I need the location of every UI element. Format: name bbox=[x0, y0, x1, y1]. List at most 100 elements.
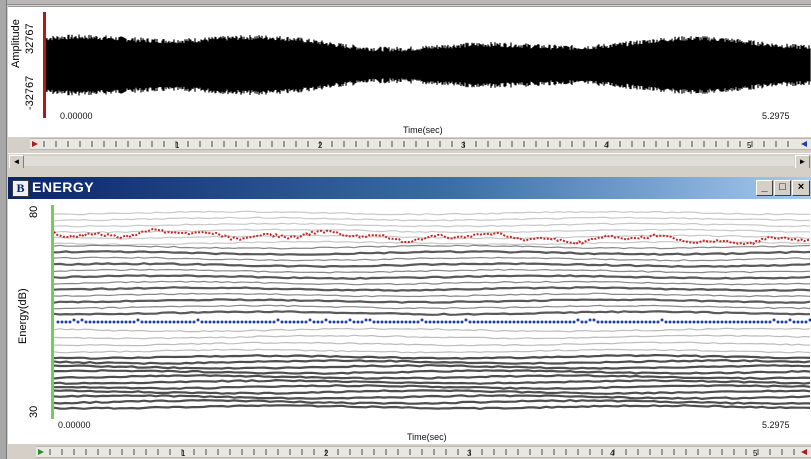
pitch-point bbox=[348, 318, 352, 322]
spectrogram-band bbox=[54, 353, 811, 360]
energy-ruler-container: 1 2 3 4 5 bbox=[8, 444, 811, 459]
pitch-point bbox=[796, 320, 800, 324]
pitch-point bbox=[96, 320, 100, 324]
pitch-point bbox=[400, 320, 404, 324]
horizontal-scrollbar[interactable]: ◄ ► bbox=[8, 153, 811, 169]
waveform-time-ruler[interactable]: 1 2 3 4 5 bbox=[30, 138, 811, 150]
pitch-point bbox=[224, 320, 228, 324]
pitch-point bbox=[372, 320, 376, 324]
pitch-point bbox=[188, 320, 192, 324]
pitch-point bbox=[776, 320, 780, 324]
pitch-point bbox=[480, 320, 484, 324]
pitch-point bbox=[636, 320, 640, 324]
spectrogram-band bbox=[54, 250, 811, 256]
pitch-point bbox=[588, 318, 592, 322]
pitch-point bbox=[408, 320, 412, 324]
pitch-point bbox=[688, 320, 692, 324]
pitch-point bbox=[792, 320, 796, 324]
pitch-point bbox=[440, 320, 444, 324]
ruler-end-marker-icon[interactable] bbox=[801, 449, 807, 455]
pitch-point bbox=[272, 320, 276, 324]
pitch-point bbox=[592, 318, 596, 322]
pitch-point bbox=[208, 320, 212, 324]
pitch-point bbox=[56, 320, 60, 324]
pitch-point bbox=[236, 320, 240, 324]
pitch-point bbox=[496, 320, 500, 324]
pitch-point bbox=[368, 318, 372, 322]
spectrogram-band bbox=[54, 286, 811, 293]
pitch-point bbox=[700, 320, 704, 324]
pitch-point bbox=[128, 320, 132, 324]
spectrogram-band bbox=[54, 292, 811, 298]
pitch-point bbox=[472, 320, 476, 324]
scroll-right-button[interactable]: ► bbox=[795, 155, 810, 169]
waveform-y-label: Amplitude bbox=[10, 19, 22, 68]
pitch-point bbox=[648, 320, 652, 324]
pitch-point bbox=[744, 320, 748, 324]
pitch-point bbox=[512, 320, 516, 324]
ruler-start-marker-icon[interactable] bbox=[32, 141, 38, 147]
pitch-point bbox=[656, 320, 660, 324]
pitch-point bbox=[268, 320, 272, 324]
pitch-point bbox=[332, 320, 336, 324]
pitch-point bbox=[388, 320, 392, 324]
pitch-point bbox=[380, 320, 384, 324]
scroll-track[interactable] bbox=[24, 156, 794, 166]
energy-time-ruler[interactable]: 1 2 3 4 5 bbox=[36, 446, 811, 458]
energy-spectrogram-plot[interactable] bbox=[54, 205, 811, 419]
pitch-point bbox=[668, 320, 672, 324]
pitch-point bbox=[456, 320, 460, 324]
pitch-point bbox=[152, 320, 156, 324]
pitch-point bbox=[712, 320, 716, 324]
pitch-point bbox=[556, 320, 560, 324]
maximize-icon: □ bbox=[779, 181, 786, 193]
spectrogram-band bbox=[54, 304, 811, 310]
pitch-point bbox=[76, 320, 80, 324]
pitch-point bbox=[340, 320, 344, 324]
pitch-point bbox=[160, 320, 164, 324]
pitch-point bbox=[764, 320, 768, 324]
pitch-point bbox=[568, 320, 572, 324]
pitch-point bbox=[768, 320, 772, 324]
spectrogram-band bbox=[54, 394, 811, 401]
pitch-point bbox=[672, 320, 676, 324]
pitch-point bbox=[664, 320, 668, 324]
minimize-button[interactable]: _ bbox=[756, 180, 773, 196]
waveform-time-start: 0.00000 bbox=[60, 111, 93, 121]
pitch-point bbox=[396, 320, 400, 324]
energy-time-end: 5.2975 bbox=[762, 420, 790, 430]
maximize-button[interactable]: □ bbox=[774, 180, 791, 196]
pitch-point bbox=[508, 320, 512, 324]
pitch-point bbox=[476, 320, 480, 324]
close-button[interactable]: × bbox=[792, 180, 810, 196]
spectrogram-band bbox=[54, 274, 811, 281]
pitch-point bbox=[264, 320, 268, 324]
pitch-point bbox=[612, 320, 616, 324]
waveform-plot[interactable] bbox=[46, 12, 811, 118]
pitch-point bbox=[140, 320, 144, 324]
pitch-point bbox=[620, 320, 624, 324]
energy-start-marker[interactable] bbox=[51, 205, 54, 419]
energy-window-titlebar[interactable]: B ENERGY _ □ × bbox=[8, 177, 811, 199]
pitch-point bbox=[752, 320, 756, 324]
spectrogram-band bbox=[54, 398, 810, 406]
spectrogram-band bbox=[54, 378, 811, 385]
pitch-point bbox=[180, 320, 184, 324]
waveform-start-marker[interactable] bbox=[43, 12, 46, 118]
pitch-point bbox=[492, 320, 496, 324]
pitch-point bbox=[572, 320, 576, 324]
pitch-point bbox=[420, 318, 424, 322]
pitch-point bbox=[500, 320, 504, 324]
pitch-point bbox=[596, 320, 600, 324]
waveform-time-end: 5.2975 bbox=[762, 111, 790, 121]
pitch-point bbox=[260, 320, 264, 324]
pitch-point bbox=[724, 320, 728, 324]
ruler-end-marker-icon[interactable] bbox=[801, 141, 807, 147]
spectrogram-band bbox=[54, 374, 811, 381]
pitch-point bbox=[84, 320, 88, 324]
pitch-point bbox=[704, 320, 708, 324]
spectrogram-band bbox=[54, 280, 811, 286]
pitch-point bbox=[356, 320, 360, 324]
scroll-left-button[interactable]: ◄ bbox=[9, 155, 24, 169]
ruler-start-marker-icon[interactable] bbox=[38, 449, 44, 455]
